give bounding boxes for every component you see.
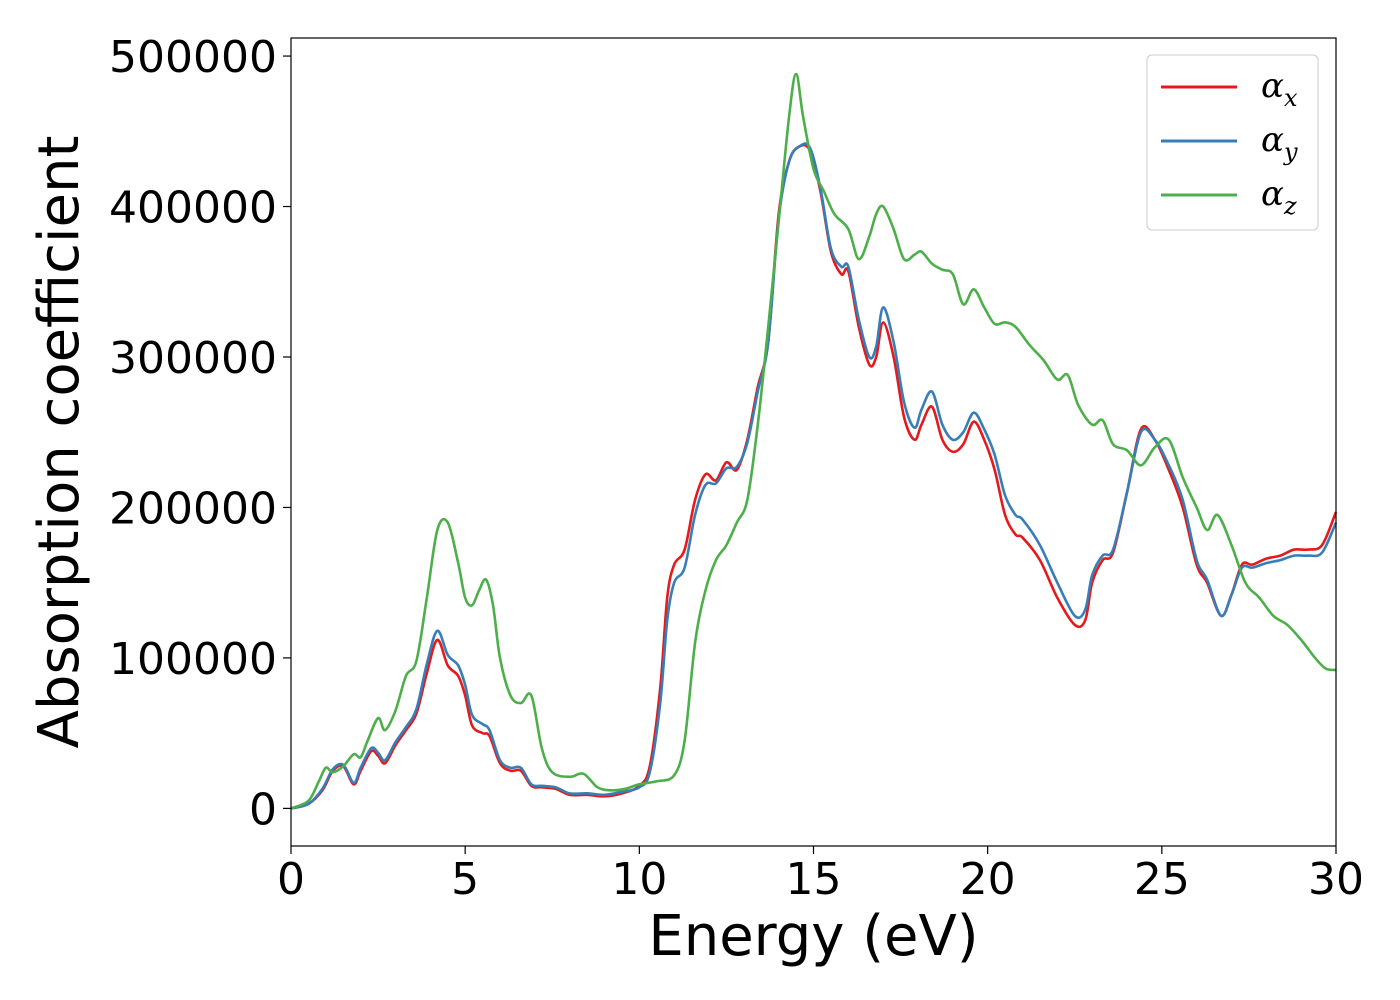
y-tick-label: 0 (249, 784, 277, 835)
x-tick-label: 5 (451, 854, 479, 905)
x-tick-label: 25 (1134, 854, 1190, 905)
ticks-layer: 0 5 10 15 20 25 30 0 100000 200000 300000 400000 500… (109, 32, 1364, 905)
x-axis-label: Energy (eV) (648, 904, 978, 969)
x-tick-label: 30 (1308, 854, 1364, 905)
series-line-x (290, 143, 1338, 810)
series-line-z (290, 72, 1337, 810)
x-tick-label: 0 (277, 854, 305, 905)
series-line-y (290, 142, 1338, 810)
x-tick-label: 20 (960, 854, 1016, 905)
y-tick-label: 100000 (109, 634, 277, 685)
y-axis-label: Absorption coefficient (27, 136, 92, 749)
y-tick-label: 300000 (109, 333, 277, 384)
x-tick-label: 15 (786, 854, 842, 905)
y-tick-label: 500000 (109, 32, 277, 83)
series-layer (290, 72, 1338, 810)
y-tick-label: 400000 (109, 183, 277, 234)
x-tick-label: 10 (611, 854, 667, 905)
legend-label-x: αx (1261, 66, 1298, 112)
y-tick-label: 200000 (109, 483, 277, 534)
